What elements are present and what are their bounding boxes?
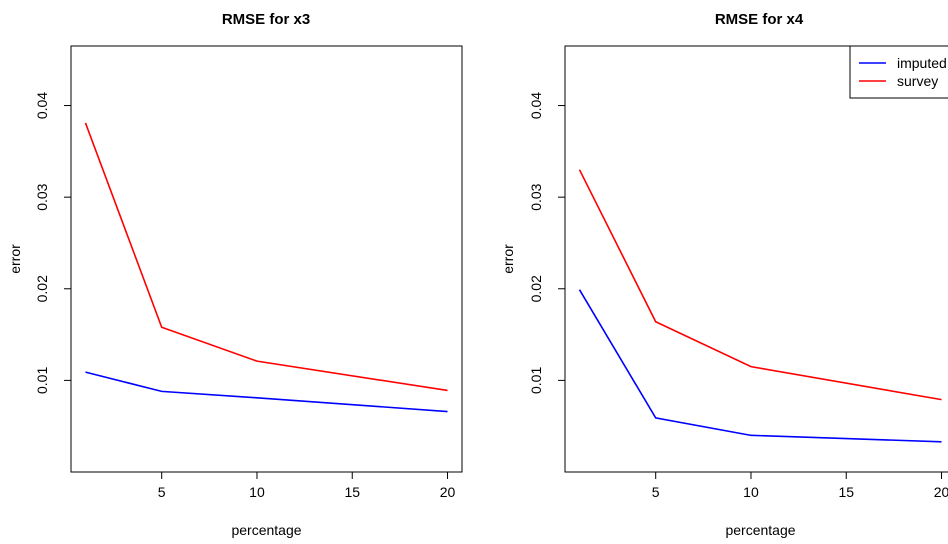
series-line-survey [578, 169, 942, 401]
x-tick-label: 15 [838, 484, 854, 500]
y-tick-label: 0.02 [528, 275, 544, 302]
x-tick-label: 5 [158, 484, 166, 500]
plot-frame [70, 45, 463, 473]
y-tick-label: 0.04 [34, 92, 50, 119]
x-tick-label: 20 [934, 484, 948, 500]
y-tick-label: 0.03 [34, 183, 50, 210]
series-line-survey [84, 122, 448, 392]
y-tick-label: 0.03 [528, 183, 544, 210]
legend-box [849, 45, 948, 99]
plot-frame [564, 45, 948, 473]
series-line-imputed [578, 289, 942, 443]
chart-title: RMSE for x3 [222, 11, 310, 28]
legend-label-imputed: imputed [897, 55, 947, 71]
y-axis-label: error [500, 244, 516, 274]
x-tick-label: 15 [344, 484, 360, 500]
x-tick-label: 5 [652, 484, 660, 500]
x-tick-label: 10 [743, 484, 759, 500]
x-axis-label: percentage [725, 522, 795, 538]
series-line-imputed [85, 371, 448, 413]
legend-label-survey: survey [897, 73, 938, 89]
x-tick-label: 10 [249, 484, 265, 500]
y-tick-label: 0.01 [528, 367, 544, 394]
x-axis-label: percentage [231, 522, 301, 538]
y-axis-label: error [7, 244, 23, 274]
x-tick-label: 20 [440, 484, 456, 500]
chart-title: RMSE for x4 [715, 11, 804, 28]
y-tick-label: 0.01 [34, 367, 50, 394]
panel-rmse-x3: RMSE for x3 5 10 15 20 0.01 0.02 0.03 0.04 percen… [7, 11, 463, 538]
y-tick-label: 0.02 [34, 275, 50, 302]
y-tick-label: 0.04 [528, 92, 544, 119]
panel-rmse-x4: RMSE for x4 5 10 15 20 0.01 0.02 0.03 0.04 percen… [500, 11, 948, 538]
